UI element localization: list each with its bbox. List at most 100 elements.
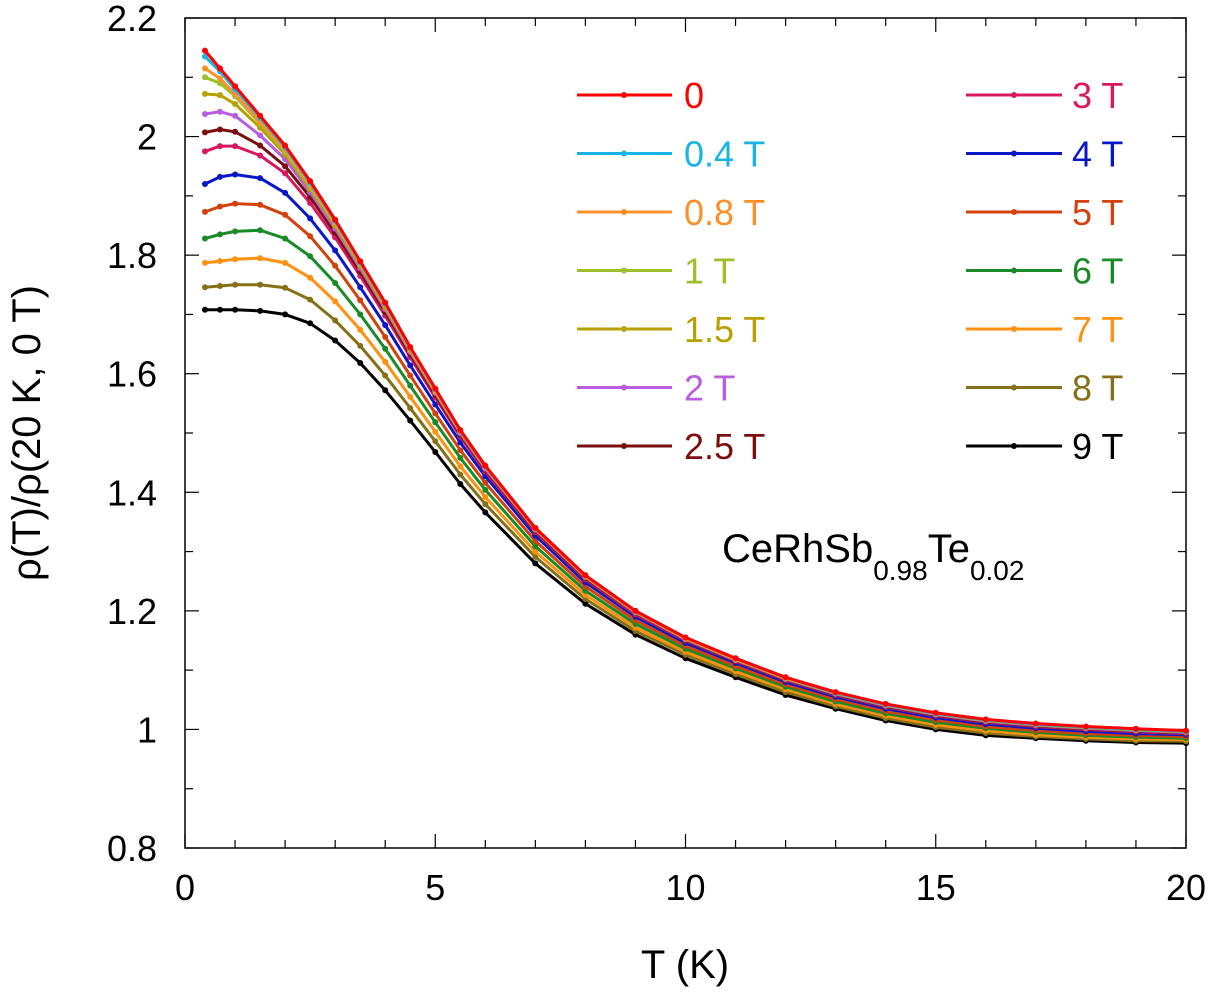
data-point — [782, 674, 789, 681]
data-point — [232, 200, 239, 207]
data-point — [432, 401, 439, 408]
data-point — [1183, 727, 1189, 734]
data-point — [282, 170, 289, 177]
data-point — [232, 256, 239, 263]
data-point — [232, 128, 239, 135]
legend-entry: 5 T — [966, 192, 1123, 233]
legend-label: 6 T — [1072, 251, 1123, 292]
data-point — [202, 65, 208, 72]
data-point — [332, 247, 339, 254]
legend-marker — [1011, 443, 1017, 449]
data-point — [257, 255, 264, 262]
series-1_5-T — [202, 90, 1189, 735]
data-point — [257, 152, 264, 159]
y-tick-label: 1.2 — [107, 591, 157, 632]
data-point — [232, 281, 239, 288]
legend-label: 1.5 T — [684, 309, 765, 350]
legend-entry: 4 T — [966, 134, 1123, 175]
legend-label: 8 T — [1072, 368, 1123, 409]
data-point — [632, 607, 639, 614]
data-point — [457, 454, 464, 461]
data-point — [932, 709, 939, 716]
data-point — [257, 307, 264, 314]
data-point — [357, 326, 364, 333]
annotation-main-1: CeRhSb — [722, 527, 873, 571]
data-point — [232, 83, 239, 90]
series-8-T — [202, 281, 1189, 745]
data-point — [307, 178, 314, 184]
compound-annotation: CeRhSb0.98Te0.02 — [722, 527, 1024, 586]
data-point — [202, 129, 208, 136]
data-point — [282, 311, 289, 318]
data-point — [217, 283, 223, 289]
y-tick-label: 1.8 — [107, 235, 157, 276]
series-line — [204, 283, 1187, 743]
legend-entry: 1.5 T — [577, 309, 765, 350]
legend-label: 7 T — [1072, 309, 1123, 350]
data-point — [357, 297, 364, 304]
data-point — [532, 553, 539, 560]
legend-entry: 0.8 T — [577, 192, 765, 233]
legend-entry: 0.4 T — [577, 134, 765, 175]
data-point — [307, 296, 314, 303]
data-point — [482, 486, 489, 493]
legend-label: 9 T — [1072, 426, 1123, 467]
legend-marker — [621, 443, 627, 449]
series-4-T — [202, 171, 1189, 738]
ticks — [184, 17, 1187, 849]
data-point — [257, 201, 264, 208]
legend-marker — [1011, 326, 1017, 332]
legend-entry: 2 T — [577, 368, 735, 409]
data-point — [202, 74, 208, 81]
x-tick-label: 20 — [1166, 867, 1206, 908]
data-point — [282, 142, 289, 149]
data-point — [202, 259, 208, 266]
data-point — [357, 311, 364, 318]
data-point — [1082, 723, 1089, 730]
data-point — [582, 600, 589, 607]
data-point — [217, 258, 223, 265]
data-point — [482, 462, 489, 469]
data-point — [202, 235, 208, 242]
data-point — [482, 494, 489, 500]
data-point — [217, 108, 223, 115]
y-tick-label: 2.2 — [107, 0, 157, 39]
data-point — [282, 259, 289, 266]
data-point — [282, 189, 289, 196]
data-point — [257, 112, 264, 119]
series-0 — [202, 47, 1189, 734]
data-point — [217, 92, 223, 99]
x-tick-label: 0 — [175, 867, 195, 908]
data-point — [532, 560, 539, 567]
data-point — [217, 75, 223, 82]
y-tick-label: 1 — [137, 709, 157, 750]
y-tick-label: 1.6 — [107, 354, 157, 395]
data-point — [257, 132, 264, 139]
data-point — [532, 524, 539, 531]
legend-entry: 0 — [577, 75, 704, 116]
legend-marker — [1011, 150, 1017, 157]
legend-label: 2.5 T — [684, 426, 765, 467]
tick-labels: 0 5 10 15 20 0.8 1 1.2 1.4 1.6 1.8 2 2.2 — [107, 0, 1206, 908]
data-point — [257, 281, 264, 288]
data-point — [382, 358, 389, 365]
data-point — [357, 284, 364, 291]
data-point — [307, 274, 314, 281]
data-point — [217, 126, 223, 133]
data-point — [407, 362, 414, 369]
data-point — [432, 410, 439, 417]
data-point — [582, 572, 589, 579]
data-point — [232, 143, 239, 150]
legend: 0 0.4 T 0.8 T 1 T 1.5 T 2 T 2.5 T 3 T 4 T 5 T 6 T 7… — [577, 75, 1123, 467]
data-point — [432, 428, 439, 435]
data-point — [457, 481, 464, 487]
data-point — [217, 231, 223, 238]
data-point — [232, 101, 239, 107]
data-point — [432, 385, 439, 392]
data-point — [307, 233, 314, 240]
data-point — [202, 47, 208, 54]
y-axis-title: ρ(T)/ρ(20 K, 0 T) — [5, 285, 49, 581]
data-point — [732, 655, 739, 662]
legend-marker — [621, 326, 627, 332]
